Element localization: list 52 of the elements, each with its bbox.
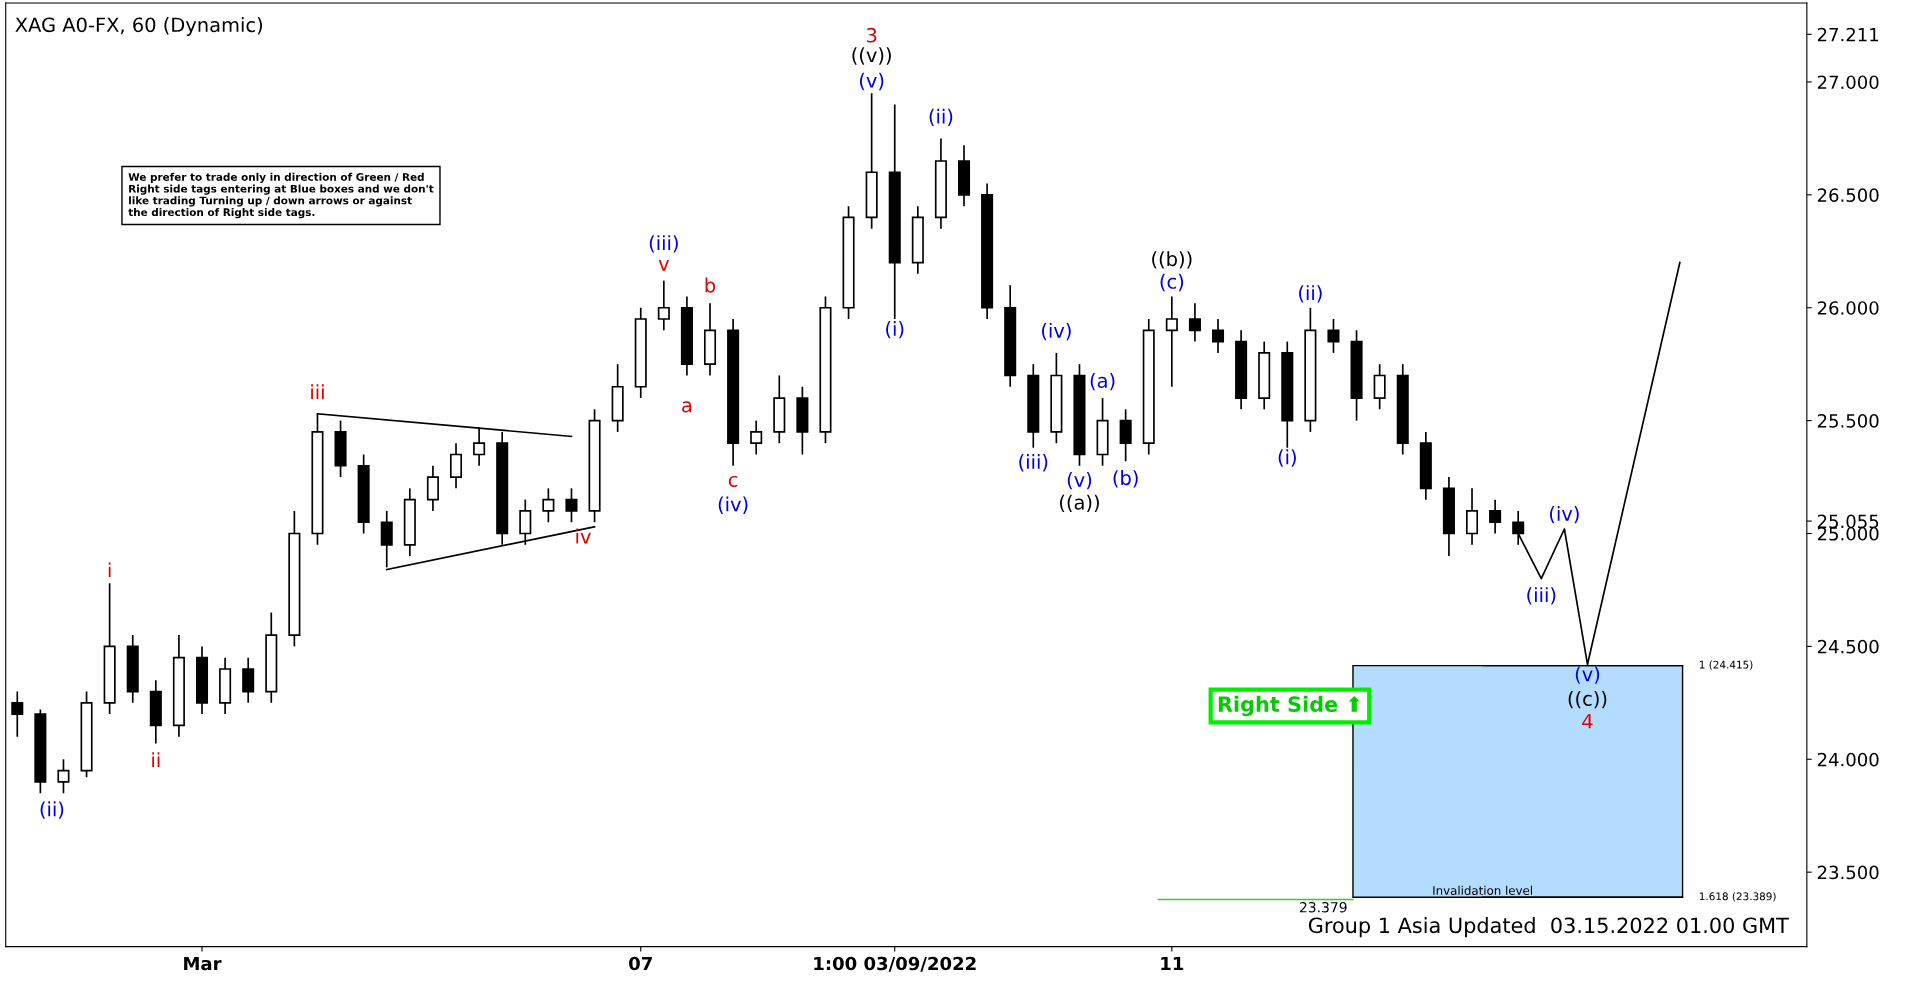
annotation: (v) [859, 72, 884, 91]
text: XAG A0-FX, 60 (Dynamic) [15, 17, 262, 36]
annotation: ((a)) [1060, 494, 1099, 512]
annotation: ((c)) [1568, 690, 1607, 709]
annotation: ii [152, 752, 160, 768]
y-tick-label: 23.500 [1817, 865, 1879, 880]
annotation: Group 1 Asia Updated 03.15.2022 01.00 GMT [1308, 917, 1789, 938]
annotation: a [682, 401, 692, 413]
annotation: (iii) [1019, 454, 1048, 472]
y-tick-label: 26.000 [1817, 301, 1879, 315]
band-label: Invalidation level [1433, 885, 1532, 895]
y-tick-label: 24.000 [1817, 752, 1879, 767]
annotation: b [705, 277, 716, 293]
annotation: (i) [886, 321, 904, 339]
annotation: We prefer to trade only in direction of Green / Red Right side tags entering at Blue boxes and we don't like trading Turning up / down arrows or against the direction of Right side tags. [128, 172, 434, 219]
annotation: (iv) [718, 496, 748, 514]
annotation: (v) [1575, 666, 1600, 684]
y-tick-label: 26.500 [1817, 188, 1879, 202]
annotation: 3 [866, 27, 877, 43]
y-tick-label: 25.055 [1817, 514, 1879, 529]
annotation: (iii) [649, 235, 678, 253]
annotation: v [658, 260, 670, 271]
y-tick-label: 25.500 [1817, 414, 1879, 428]
annotation: (iii) [1527, 587, 1556, 605]
x-tick-label: Mar [184, 956, 222, 971]
annotation: c [728, 475, 738, 488]
y-tick-label: 27.211 [1817, 27, 1879, 42]
annotation: (iv) [1550, 505, 1579, 524]
x-tick-label: 07 [629, 956, 652, 971]
annotation: (ii) [1299, 285, 1322, 303]
annotation: (i) [1278, 449, 1296, 467]
annotation: (ii) [40, 801, 64, 819]
annotation: (ii) [929, 108, 953, 127]
ref-line-label: 1 (24.415) [1699, 660, 1753, 670]
annotation: i [108, 562, 111, 578]
annotation: ((v)) [852, 47, 891, 65]
annotation: (a) [1090, 372, 1115, 391]
annotation: Right Side ⬆ [1218, 695, 1360, 717]
annotation: iv [576, 528, 591, 544]
annotation: (iv) [1042, 322, 1071, 341]
annotation: (c) [1160, 273, 1184, 292]
annotation: iii [311, 384, 324, 400]
annotation: (v) [1067, 472, 1092, 490]
x-tick-label: 1:00 03/09/2022 [814, 956, 976, 972]
x-tick-label: 11 [1161, 956, 1184, 971]
annotation: 4 [1582, 714, 1593, 729]
annotation: ((b)) [1152, 251, 1192, 269]
ref-line-label: 1.618 (23.389) [1699, 892, 1776, 902]
y-tick-label: 27.000 [1817, 75, 1879, 90]
y-tick-label: 24.500 [1817, 639, 1879, 654]
annotation: (b) [1113, 470, 1138, 488]
ref-line-label: 23.379 [1299, 901, 1347, 913]
